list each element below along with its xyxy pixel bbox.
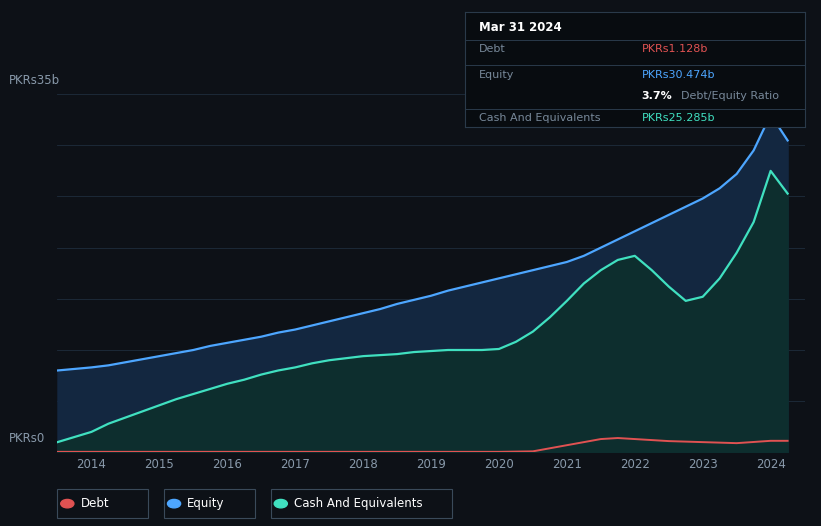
Text: Cash And Equivalents: Cash And Equivalents bbox=[294, 497, 423, 510]
Text: Debt: Debt bbox=[479, 44, 506, 54]
Text: Equity: Equity bbox=[187, 497, 225, 510]
Text: Mar 31 2024: Mar 31 2024 bbox=[479, 21, 562, 34]
Text: Debt/Equity Ratio: Debt/Equity Ratio bbox=[681, 92, 779, 102]
Text: PKRs30.474b: PKRs30.474b bbox=[642, 69, 715, 79]
Text: 3.7%: 3.7% bbox=[642, 92, 672, 102]
Text: PKRs35b: PKRs35b bbox=[9, 74, 60, 87]
Text: PKRs1.128b: PKRs1.128b bbox=[642, 44, 709, 54]
Text: PKRs25.285b: PKRs25.285b bbox=[642, 113, 715, 123]
Text: Equity: Equity bbox=[479, 69, 514, 79]
Text: Debt: Debt bbox=[80, 497, 109, 510]
Text: Cash And Equivalents: Cash And Equivalents bbox=[479, 113, 600, 123]
Text: PKRs0: PKRs0 bbox=[9, 432, 45, 445]
